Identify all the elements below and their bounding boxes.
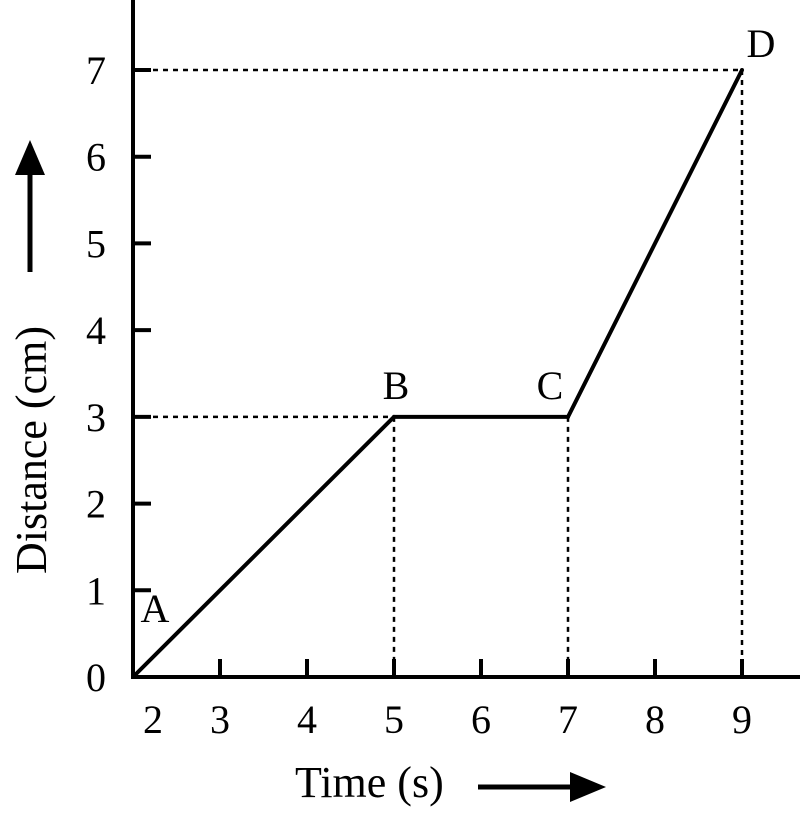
series-line-group	[131, 68, 744, 679]
y-tick-label-7: 7	[86, 48, 106, 93]
point-label-c: C	[537, 363, 564, 408]
point-label-a: A	[141, 586, 170, 631]
axes	[131, 0, 800, 679]
y-tick-label-5: 5	[86, 221, 106, 266]
ticks	[133, 68, 744, 678]
series-line	[131, 69, 744, 679]
point-d	[740, 68, 744, 72]
x-tick-label-3: 3	[210, 697, 230, 742]
y-axis-arrow	[15, 140, 45, 272]
y-tick-label-1: 1	[86, 568, 106, 613]
tick-labels: 2 3 4 5 6 7 8 9 0 1 2 3 4 5 6 7	[86, 48, 752, 742]
point-c	[566, 414, 570, 419]
x-tick-label-2: 2	[143, 697, 163, 742]
x-tick-label-5: 5	[384, 697, 404, 742]
y-tick-label-4: 4	[86, 308, 106, 353]
y-tick-label-0: 0	[86, 655, 106, 700]
x-tick-label-9: 9	[732, 697, 752, 742]
guide-lines	[133, 68, 744, 677]
point-b	[392, 414, 396, 419]
x-tick-label-8: 8	[645, 697, 665, 742]
x-tick-label-7: 7	[558, 697, 578, 742]
x-tick-label-6: 6	[471, 697, 491, 742]
x-tick-label-4: 4	[297, 697, 317, 742]
y-tick-label-2: 2	[86, 482, 106, 527]
y-tick-label-3: 3	[86, 395, 106, 440]
point-label-d: D	[747, 21, 776, 66]
x-axis-title: Time (s)	[295, 758, 444, 807]
y-axis-title: Distance (cm)	[7, 326, 56, 574]
point-a	[131, 675, 135, 679]
x-axis-arrow	[478, 772, 606, 802]
point-labels: A B C D	[141, 21, 776, 631]
y-tick-label-6: 6	[86, 135, 106, 180]
point-label-b: B	[383, 363, 410, 408]
